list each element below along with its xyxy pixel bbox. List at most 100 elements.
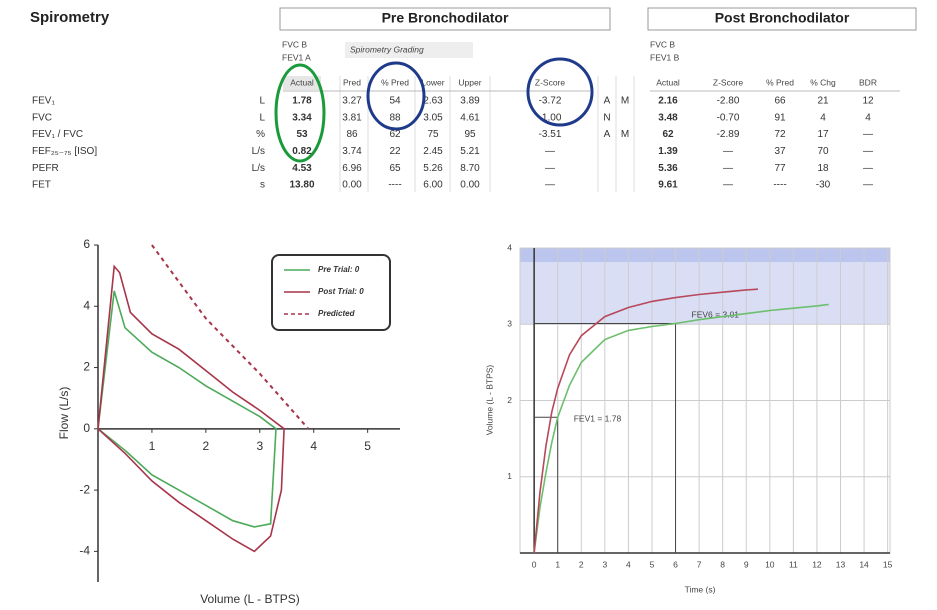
row-label: FVC [32,112,52,123]
column-header: Z-Score [713,77,744,87]
cell: -1.00 [539,112,562,123]
y-tick-label: 2 [83,360,90,374]
cell: ---- [773,180,786,191]
cell: — [863,180,873,191]
cell: 2.45 [423,146,443,157]
x-axis-label: Time (s) [685,584,716,594]
pre-trial: FEV1 A [282,52,311,62]
x-tick-label: 1 [149,439,156,453]
x-tick-label: 1 [555,559,560,569]
grade: A [604,129,611,140]
y-tick-label: 4 [83,298,90,312]
cell: -3.72 [539,96,562,107]
y-axis-label: Volume (L - BTPS) [484,365,494,436]
cell: 8.70 [460,163,480,174]
row-unit: L [259,96,265,107]
y-tick-label: 1 [507,471,512,481]
x-tick-label: 4 [626,559,631,569]
cell: — [545,180,555,191]
column-header: Actual [290,77,314,87]
cell: 53 [296,129,308,140]
column-header: Upper [458,77,481,87]
cell: 22 [389,146,401,157]
legend-box [271,254,391,331]
cell: 62 [662,129,674,140]
y-tick-label: 2 [507,395,512,405]
cell: 2.63 [423,96,443,107]
cell: 54 [389,96,401,107]
x-tick-label: 5 [364,439,371,453]
x-tick-label: 14 [859,559,869,569]
column-header: % Pred [766,77,794,87]
x-tick-label: 6 [673,559,678,569]
column-header: BDR [859,77,877,87]
grading-box [345,42,473,58]
x-tick-label: 0 [532,559,537,569]
cell: — [723,163,733,174]
cell: 3.48 [658,112,678,123]
cell: 3.89 [460,96,480,107]
column-header: Lower [421,77,444,87]
cell: 3.74 [342,146,362,157]
cell: 95 [464,129,476,140]
cell: 66 [774,96,786,107]
x-tick-label: 3 [256,439,263,453]
x-axis-label: Volume (L - BTPS) [200,592,300,606]
column-header: Pred [343,77,361,87]
x-tick-label: 5 [650,559,655,569]
cell: — [723,180,733,191]
grade: M [621,129,629,140]
x-tick-label: 7 [697,559,702,569]
x-tick-label: 10 [765,559,775,569]
cell: -30 [816,180,831,191]
cell: 0.82 [292,146,312,157]
row-unit: % [256,129,265,140]
y-tick-label: 4 [507,242,512,252]
highlight-circle [274,63,326,163]
x-tick-label: 3 [602,559,607,569]
cell: -2.89 [717,129,740,140]
cell: 1.78 [292,96,312,107]
post-trial: FEV1 B [650,52,680,62]
cell: — [863,146,873,157]
x-tick-label: 9 [744,559,749,569]
cell: 75 [427,129,439,140]
cell: -2.80 [717,96,740,107]
y-tick-label: 0 [83,421,90,435]
row-label: FEV₁ [32,96,55,107]
cell: 6.00 [423,180,443,191]
cell: 91 [774,112,786,123]
grade: A [604,96,611,107]
row-label: FET [32,180,51,191]
legend-label: Pre Trial: 0 [318,265,360,274]
cell: 86 [346,129,358,140]
x-tick-label: 11 [789,559,798,569]
cell: 18 [817,163,829,174]
actual-header-bg [283,76,321,90]
grade: M [621,96,629,107]
post-box [647,7,917,31]
grading-label: Spirometry Grading [350,44,424,54]
x-tick-label: 13 [836,559,846,569]
y-tick-label: -2 [79,482,90,496]
cell: -3.51 [539,129,562,140]
target-band-edge [520,248,890,262]
y-tick-label: -4 [79,544,90,558]
x-tick-label: 15 [883,559,893,569]
row-label: PEFR [32,163,59,174]
cell: ---- [388,180,401,191]
column-header: Z-Score [535,77,566,87]
cell: 72 [774,129,786,140]
x-tick-label: 4 [310,439,317,453]
cell: 17 [817,129,829,140]
cell: 65 [389,163,401,174]
cell: 1.39 [658,146,678,157]
column-header: Actual [656,77,680,87]
cell: 5.36 [658,163,678,174]
data-line [533,303,829,554]
cell: 21 [817,96,829,107]
legend-label: Predicted [318,309,356,318]
cell: 62 [389,129,401,140]
